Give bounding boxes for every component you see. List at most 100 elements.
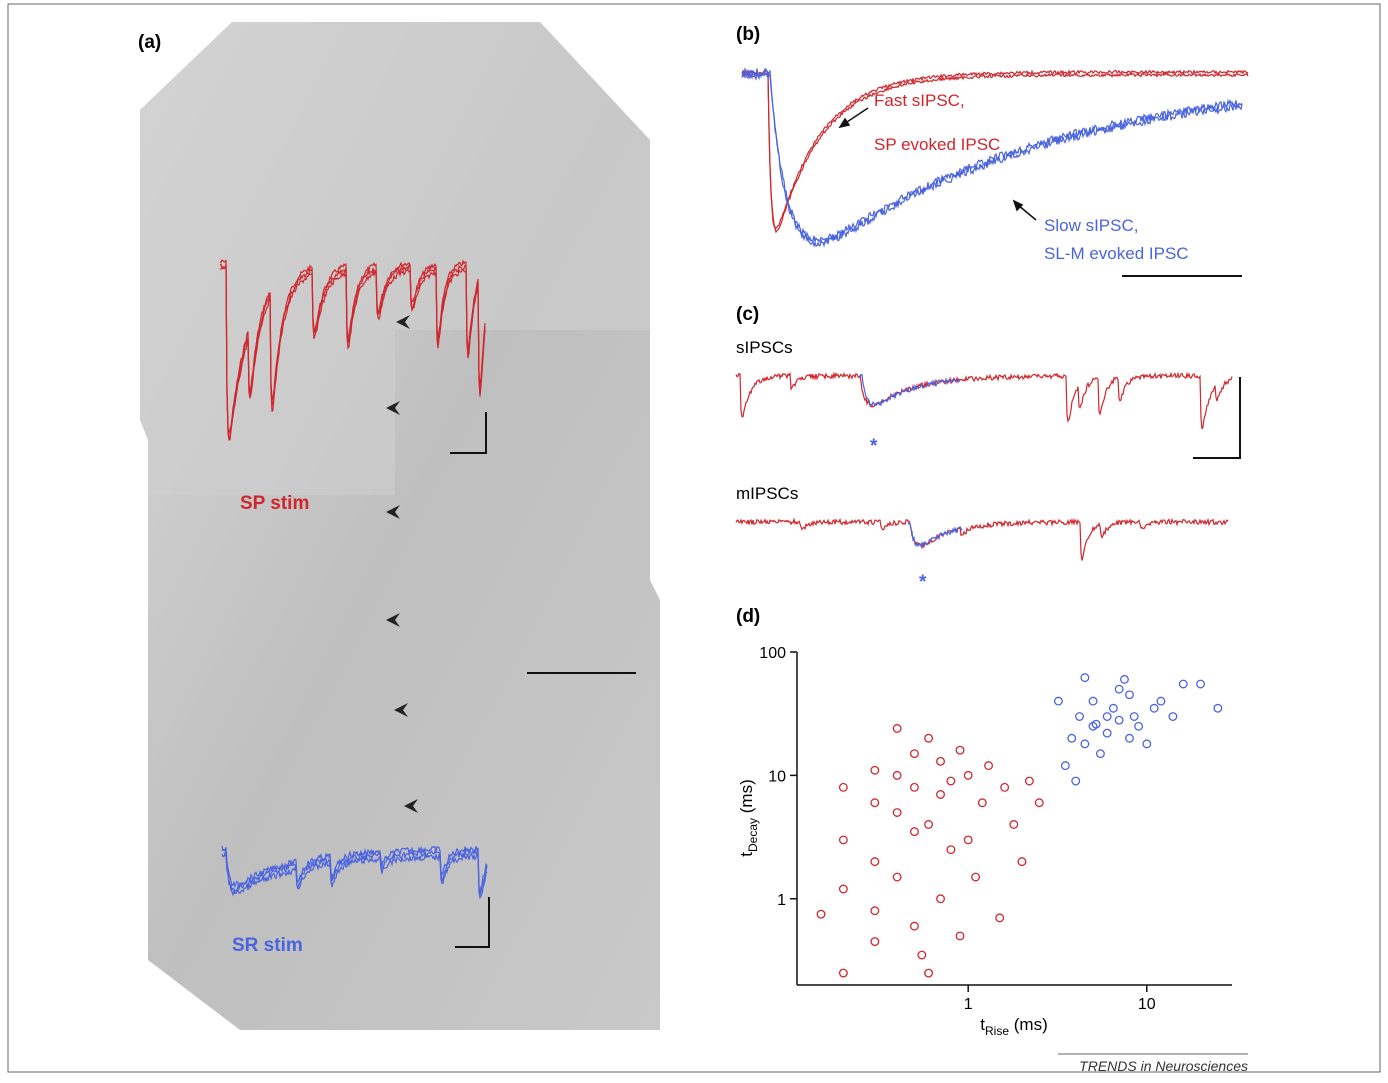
y-tick-label: 1: [777, 892, 786, 909]
point: [1115, 685, 1123, 693]
point: [1055, 697, 1063, 705]
event-marker: *: [919, 572, 927, 593]
point: [1026, 777, 1034, 785]
point: [1035, 799, 1043, 807]
y-axis-label: tDecay (ms): [737, 779, 760, 856]
y-tick-label: 100: [759, 645, 786, 662]
point: [996, 914, 1004, 922]
point: [925, 821, 933, 829]
footer: TRENDS in Neurosciences: [1079, 1058, 1248, 1074]
point: [893, 873, 901, 881]
point: [937, 758, 945, 766]
trace: [742, 69, 1242, 243]
point: [925, 734, 933, 742]
x-axis-label: tRise (ms): [980, 1015, 1047, 1038]
point: [979, 799, 987, 807]
point: [871, 766, 879, 774]
point: [817, 910, 825, 918]
point: [1068, 734, 1076, 742]
point: [1179, 680, 1187, 688]
panel-label: (d): [736, 606, 760, 627]
point: [893, 725, 901, 733]
point: [871, 907, 879, 915]
annotation: SL-M evoked IPSC: [1044, 244, 1189, 263]
panel-label: (a): [138, 32, 161, 53]
trace: [860, 375, 960, 406]
panel-label: (c): [736, 304, 759, 325]
point: [1097, 750, 1105, 758]
point: [1115, 716, 1123, 724]
annotation: Fast sIPSC,: [874, 91, 965, 110]
point: [1126, 691, 1134, 699]
point: [1081, 674, 1089, 682]
point: [911, 784, 919, 792]
point: [1081, 740, 1089, 748]
point: [840, 885, 848, 893]
point: [947, 846, 955, 854]
point: [1089, 697, 1097, 705]
point: [893, 772, 901, 780]
point: [918, 951, 926, 959]
trace: [742, 71, 1242, 246]
unit: (ms): [1014, 1015, 1048, 1034]
point: [937, 791, 945, 799]
point: [1126, 734, 1134, 742]
point: [956, 746, 964, 754]
point: [911, 922, 919, 930]
trace: [736, 520, 1228, 561]
panel-label: (b): [736, 24, 760, 45]
event-marker: *: [870, 436, 878, 457]
point: [1121, 676, 1129, 684]
point: [871, 938, 879, 946]
x-tick-label: 10: [1138, 996, 1156, 1013]
point: [947, 777, 955, 785]
point: [937, 895, 945, 903]
arrows: [840, 108, 1036, 220]
point: [1010, 821, 1018, 829]
subscript: Decay: [746, 818, 760, 852]
point: [871, 799, 879, 807]
traces-c: [736, 374, 1232, 561]
point: [1076, 713, 1084, 721]
annotation: Slow sIPSC,: [1044, 216, 1138, 235]
x-tick-label: 1: [964, 996, 973, 1013]
trace-label: sIPSCs: [736, 338, 793, 357]
point: [1001, 784, 1009, 792]
trace-label: SR stim: [232, 935, 303, 956]
point: [1130, 713, 1138, 721]
point: [972, 873, 980, 881]
point: [1110, 704, 1118, 712]
subscript: Rise: [985, 1024, 1009, 1038]
scatter-plot: tDecay (ms) tRise (ms) 1 10 1 10 100: [737, 645, 1232, 1038]
point: [1157, 697, 1165, 705]
point: [840, 784, 848, 792]
point: [1103, 729, 1111, 737]
point: [911, 750, 919, 758]
point: [1135, 722, 1143, 730]
trace: [736, 374, 1232, 430]
point: [1214, 704, 1222, 712]
point: [840, 969, 848, 977]
trace-label: SP stim: [240, 493, 309, 514]
point: [964, 836, 972, 844]
traces-b: [742, 69, 1248, 247]
annotation: SP evoked IPSC: [874, 135, 1000, 154]
unit: (ms): [737, 779, 756, 813]
point: [1150, 704, 1158, 712]
point: [956, 932, 964, 940]
point: [893, 809, 901, 817]
trace-label: mIPSCs: [736, 484, 798, 503]
point: [1018, 858, 1026, 866]
point: [911, 828, 919, 836]
point: [1103, 713, 1111, 721]
point: [840, 836, 848, 844]
point: [1143, 740, 1151, 748]
point: [1197, 680, 1205, 688]
point: [925, 969, 933, 977]
point: [1169, 713, 1177, 721]
figure: (a) SP stim SR stim (b) Fast sIPSC, SP e…: [0, 0, 1388, 1078]
point: [985, 762, 993, 770]
y-tick-label: 10: [768, 768, 786, 785]
point: [1072, 777, 1080, 785]
point: [871, 858, 879, 866]
